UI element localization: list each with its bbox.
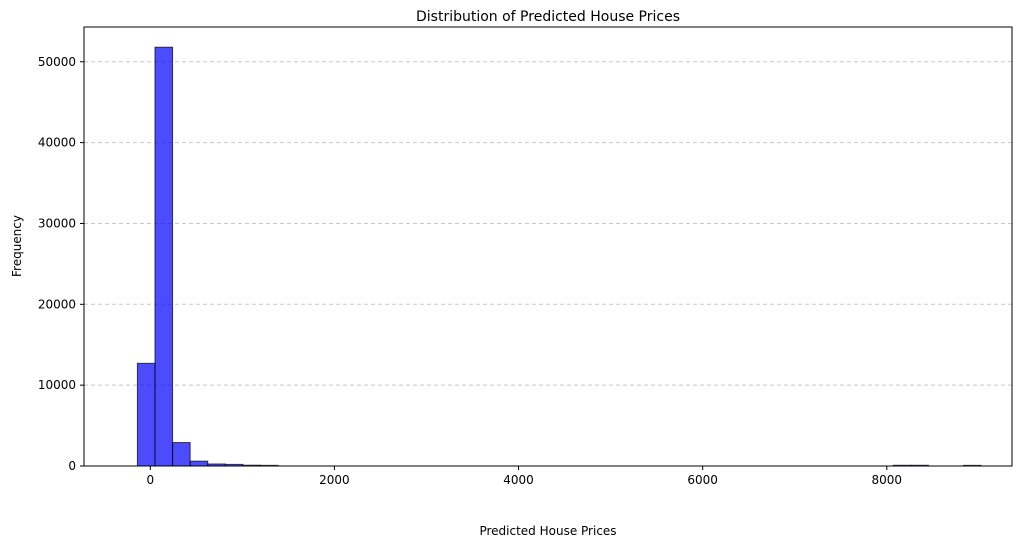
histogram-bar — [172, 442, 191, 467]
x-axis-label: Predicted House Prices — [479, 524, 616, 538]
grid-lines — [84, 61, 1012, 386]
y-axis-ticks: 0 10000 20000 30000 40000 50000 — [38, 55, 84, 473]
x-tick-label: 8000 — [872, 473, 903, 487]
plot-frame — [83, 26, 1013, 467]
y-axis-label: Frequency — [10, 215, 24, 277]
y-tick-label: 0 — [68, 459, 76, 473]
histogram-bar — [136, 362, 156, 467]
x-tick-label: 4000 — [503, 473, 534, 487]
y-tick-label: 30000 — [38, 216, 76, 230]
x-tick-label: 6000 — [687, 473, 718, 487]
x-tick-label: 2000 — [319, 473, 350, 487]
histogram-bar — [189, 460, 209, 467]
x-axis-ticks: 0 2000 4000 6000 8000 — [146, 466, 902, 487]
chart-title: Distribution of Predicted House Prices — [416, 9, 680, 25]
y-tick-label: 50000 — [38, 55, 76, 69]
y-tick-label: 10000 — [38, 378, 76, 392]
histogram-bar — [154, 46, 174, 467]
histogram-bars — [136, 46, 982, 467]
x-tick-label: 0 — [146, 473, 154, 487]
y-tick-label: 20000 — [38, 297, 76, 311]
y-tick-label: 40000 — [38, 136, 76, 150]
